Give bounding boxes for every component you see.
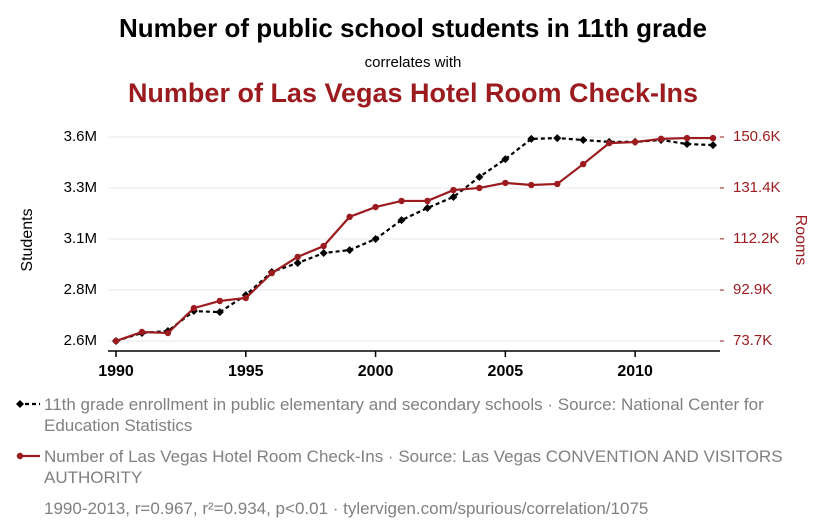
data-point bbox=[476, 184, 483, 192]
data-point bbox=[372, 203, 379, 211]
data-point bbox=[553, 134, 562, 143]
data-point bbox=[502, 179, 509, 187]
y-tick-label: 2.6M bbox=[64, 332, 97, 349]
data-point bbox=[527, 134, 536, 143]
x-tick-label: 2005 bbox=[488, 363, 524, 380]
data-point bbox=[424, 197, 431, 205]
data-point bbox=[112, 337, 120, 345]
data-point bbox=[579, 135, 588, 144]
data-point bbox=[371, 235, 380, 244]
data-point bbox=[345, 246, 354, 255]
data-point bbox=[138, 328, 146, 336]
data-point bbox=[657, 135, 665, 143]
data-point bbox=[580, 160, 587, 168]
data-point bbox=[631, 138, 639, 146]
y-tick-label: 2.8M bbox=[64, 281, 97, 298]
x-tick-label: 1995 bbox=[228, 363, 264, 380]
data-point bbox=[320, 242, 327, 250]
data-point bbox=[475, 172, 484, 181]
y-tick-label: 3.1M bbox=[64, 230, 97, 247]
y-tick-label: 3.3M bbox=[64, 179, 97, 196]
footer-note: 1990-2013, r=0.967, r²=0.934, p<0.01 · t… bbox=[44, 499, 649, 518]
y2-tick-label: 73.7K bbox=[733, 332, 772, 349]
x-tick-label: 1990 bbox=[98, 363, 134, 380]
data-point bbox=[293, 259, 302, 268]
data-point bbox=[398, 197, 405, 205]
legend-marker bbox=[16, 452, 24, 460]
data-point bbox=[190, 304, 198, 312]
data-point bbox=[215, 308, 224, 317]
y2-axis-label: Rooms bbox=[792, 215, 809, 266]
x-tick-label: 2010 bbox=[617, 363, 653, 380]
data-point bbox=[319, 249, 328, 258]
y-tick-label: 3.6M bbox=[64, 128, 97, 145]
legend-entry: 11th grade enrollment in public elementa… bbox=[44, 395, 764, 435]
data-point bbox=[709, 134, 717, 142]
data-point bbox=[294, 253, 301, 261]
data-point bbox=[501, 155, 510, 164]
data-point bbox=[683, 140, 692, 149]
y2-tick-label: 131.4K bbox=[733, 179, 781, 196]
data-point bbox=[397, 216, 406, 225]
data-point bbox=[346, 213, 353, 221]
data-point bbox=[450, 186, 457, 194]
x-tick-label: 2000 bbox=[358, 363, 394, 380]
data-point bbox=[554, 180, 561, 188]
chart-subtitle: correlates with bbox=[365, 54, 462, 71]
data-point bbox=[423, 203, 432, 212]
y2-tick-label: 92.9K bbox=[733, 281, 772, 298]
y2-tick-label: 112.2K bbox=[733, 230, 779, 247]
data-point bbox=[268, 269, 275, 277]
data-point bbox=[605, 139, 613, 147]
chart-title: Number of public school students in 11th… bbox=[119, 13, 707, 43]
series-line bbox=[115, 136, 714, 343]
legend-marker bbox=[16, 400, 24, 408]
chart-title-2: Number of Las Vegas Hotel Room Check-Ins bbox=[128, 78, 698, 108]
y-axis-label: Students bbox=[19, 208, 36, 271]
series-line bbox=[115, 136, 713, 343]
data-point bbox=[528, 181, 535, 189]
data-point bbox=[242, 294, 249, 302]
data-point bbox=[449, 192, 458, 201]
data-point bbox=[164, 329, 172, 337]
data-point bbox=[216, 297, 224, 305]
data-point bbox=[709, 141, 717, 150]
data-point bbox=[683, 134, 691, 142]
legend-entry: Number of Las Vegas Hotel Room Check-Ins… bbox=[44, 447, 783, 487]
y2-tick-label: 150.6K bbox=[733, 128, 781, 145]
